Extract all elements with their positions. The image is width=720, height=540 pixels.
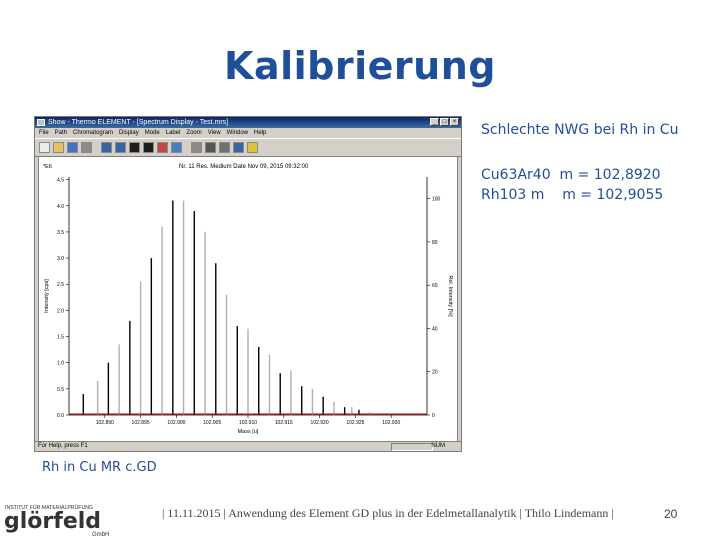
menu-item-chromatogram[interactable]: Chromatogram	[73, 130, 114, 136]
minimize-button[interactable]: _	[430, 118, 439, 126]
logo-suffix: GmbH	[92, 532, 109, 538]
list-icon[interactable]	[205, 142, 216, 153]
y2-tick-label: 60	[432, 283, 438, 289]
window-titlebar[interactable]: Show - Thermo ELEMENT - [Spectrum Displa…	[35, 117, 461, 128]
status-panel	[391, 443, 433, 451]
overlay-icon[interactable]	[157, 142, 168, 153]
x-tick-label: 102.890	[96, 420, 114, 426]
close-button[interactable]: ×	[450, 118, 459, 126]
application-window: Show - Thermo ELEMENT - [Spectrum Displa…	[34, 116, 462, 452]
x-tick-label: 102.905	[203, 420, 221, 426]
menu-item-view[interactable]: View	[207, 130, 221, 136]
maximize-button[interactable]: □	[440, 118, 449, 126]
menu-bar: File Path Chromatogram Display Mode Label Zoom…	[35, 128, 461, 138]
menu-item-zoom[interactable]: Zoom	[186, 130, 202, 136]
y-tick-label: 3.5	[57, 230, 64, 236]
y-multiplier-label: *E6	[43, 164, 52, 170]
x-tick-label: 102.925	[346, 420, 364, 426]
mass-line-rh: Rh103 m m = 102,9055	[481, 187, 664, 203]
logo-name: glörfeld	[4, 509, 101, 534]
y2-tick-label: 100	[432, 197, 441, 203]
menu-item-file[interactable]: File	[39, 130, 49, 136]
y-tick-label: 2.0	[57, 308, 64, 314]
x-tick-label: 102.920	[311, 420, 329, 426]
company-logo: INSTITUT FÜR MATERIALPRÜFUNG glörfeld Gm…	[4, 504, 109, 538]
y2-tick-label: 40	[432, 326, 438, 332]
chart-title: Nr. 11 Res. Medium Date Nov 09, 2015 09:…	[179, 164, 309, 170]
slide-title: Kalibrierung	[224, 44, 496, 88]
spectrum-display[interactable]: Nr. 11 Res. Medium Date Nov 09, 2015 09:…	[38, 156, 458, 442]
x-tick-label: 102.930	[382, 420, 400, 426]
zoom-in-icon[interactable]	[101, 142, 112, 153]
spectrum-chart: Nr. 11 Res. Medium Date Nov 09, 2015 09:…	[43, 164, 453, 435]
status-bar: For Help, press F1 NUM	[35, 441, 461, 451]
menu-item-path[interactable]: Path	[54, 130, 68, 136]
logo-tagline: INSTITUT FÜR MATERIALPRÜFUNG	[5, 504, 93, 511]
y-tick-label: 1.0	[57, 361, 64, 367]
print-icon[interactable]	[81, 142, 92, 153]
y2-axis-label: Rel. Intensity [%]	[447, 275, 453, 317]
page-number: 20	[664, 507, 678, 521]
num-lock-indicator: NUM	[431, 443, 445, 449]
figure-caption: Rh in Cu MR c.GD	[42, 460, 157, 475]
side-heading: Schlechte NWG bei Rh in Cu	[481, 122, 679, 138]
slide-footer: | 11.11.2015 | Anwendung des Element GD …	[162, 506, 614, 520]
y-tick-label: 1.5	[57, 335, 64, 341]
y-tick-label: 4.5	[57, 178, 64, 184]
scale-icon[interactable]	[143, 142, 154, 153]
open-icon[interactable]	[53, 142, 64, 153]
menu-item-help[interactable]: Help	[254, 130, 267, 136]
y-tick-label: 0.5	[57, 387, 64, 393]
grid-icon[interactable]	[219, 142, 230, 153]
y-tick-label: 3.0	[57, 256, 64, 262]
y-axis-label: Intensity [cps]	[44, 279, 50, 313]
menu-item-mode[interactable]: Mode	[144, 130, 160, 136]
x-tick-label: 102.910	[239, 420, 257, 426]
zoom-out-icon[interactable]	[115, 142, 126, 153]
menu-item-window[interactable]: Window	[226, 130, 249, 136]
x-tick-label: 102.915	[275, 420, 293, 426]
x-tick-label: 102.895	[132, 420, 150, 426]
y-tick-label: 0.0	[57, 413, 64, 419]
y-tick-label: 4.0	[57, 204, 64, 210]
y2-tick-label: 80	[432, 240, 438, 246]
window-title: Show - Thermo ELEMENT - [Spectrum Displa…	[48, 119, 229, 126]
menu-item-display[interactable]: Display	[119, 130, 139, 136]
toolbar	[35, 138, 461, 157]
app-icon	[37, 119, 45, 126]
export-icon[interactable]	[171, 142, 182, 153]
calc-icon[interactable]	[191, 142, 202, 153]
y2-tick-label: 0	[432, 413, 435, 419]
mass-line-cuar: Cu63Ar40 m = 102,8920	[481, 167, 661, 183]
new-icon[interactable]	[39, 142, 50, 153]
x-axis-label: Mass [u]	[238, 429, 259, 435]
y-tick-label: 2.5	[57, 282, 64, 288]
save-icon[interactable]	[67, 142, 78, 153]
info-icon[interactable]	[233, 142, 244, 153]
peak-icon[interactable]	[129, 142, 140, 153]
menu-item-label[interactable]: Label	[165, 130, 181, 136]
x-tick-label: 102.900	[167, 420, 185, 426]
status-text: For Help, press F1	[38, 443, 88, 449]
y2-tick-label: 20	[432, 370, 438, 376]
help-icon[interactable]	[247, 142, 258, 153]
